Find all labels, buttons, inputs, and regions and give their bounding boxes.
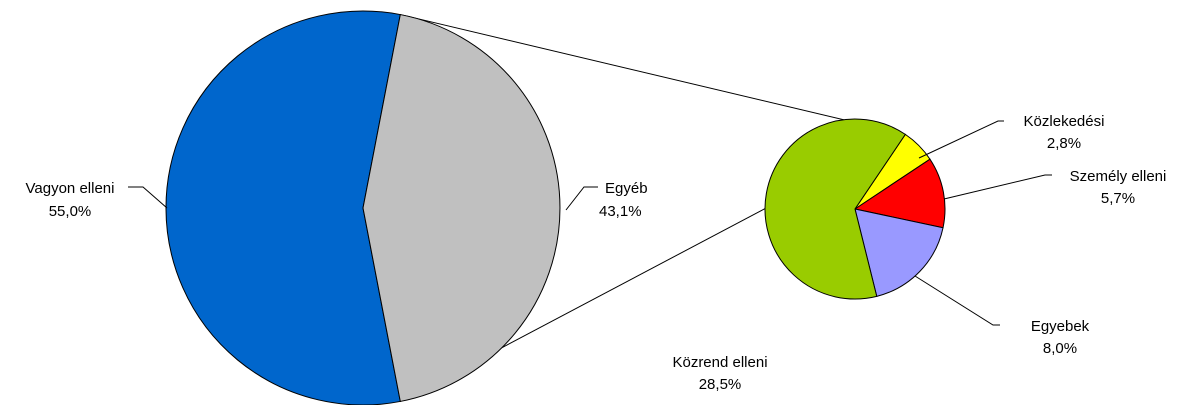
leader-lines — [128, 120, 1052, 326]
label-egyebek-value: 8,0% — [1043, 340, 1077, 357]
connector-line-top — [400, 14, 906, 135]
slice-kozrend-elleni — [764, 118, 907, 300]
slice-egyeb — [362, 13, 561, 403]
label-vagyon-elleni-value: 55,0% — [49, 203, 92, 220]
label-kozrend-elleni-name: Közrend elleni — [672, 354, 767, 371]
leader-line-vagyon-elleni — [128, 186, 168, 209]
leader-line-egyeb — [565, 186, 598, 211]
label-kozrend-elleni-value: 28,5% — [699, 376, 742, 393]
leader-line-egyebek — [914, 275, 1000, 326]
main-pie — [165, 10, 561, 405]
label-egyeb-value: 43,1% — [599, 203, 642, 220]
label-egyeb-name: Egyéb — [605, 180, 648, 197]
slice-vagyon-elleni — [165, 10, 401, 405]
label-vagyon-elleni-name: Vagyon elleni — [26, 180, 115, 197]
leader-line-kozlekedesi — [918, 120, 1004, 159]
secondary-pie — [764, 118, 946, 300]
label-kozlekedesi-name: Közlekedési — [1024, 113, 1105, 130]
label-egyebek-name: Egyebek — [1031, 318, 1090, 335]
label-szemely-elleni-name: Személy elleni — [1070, 168, 1167, 185]
leader-line-szemely-elleni — [943, 174, 1052, 200]
label-szemely-elleni-value: 5,7% — [1101, 190, 1135, 207]
slice-egyebek — [854, 208, 944, 297]
slice-szemely-elleni — [853, 158, 946, 229]
label-kozlekedesi-value: 2,8% — [1047, 135, 1081, 152]
